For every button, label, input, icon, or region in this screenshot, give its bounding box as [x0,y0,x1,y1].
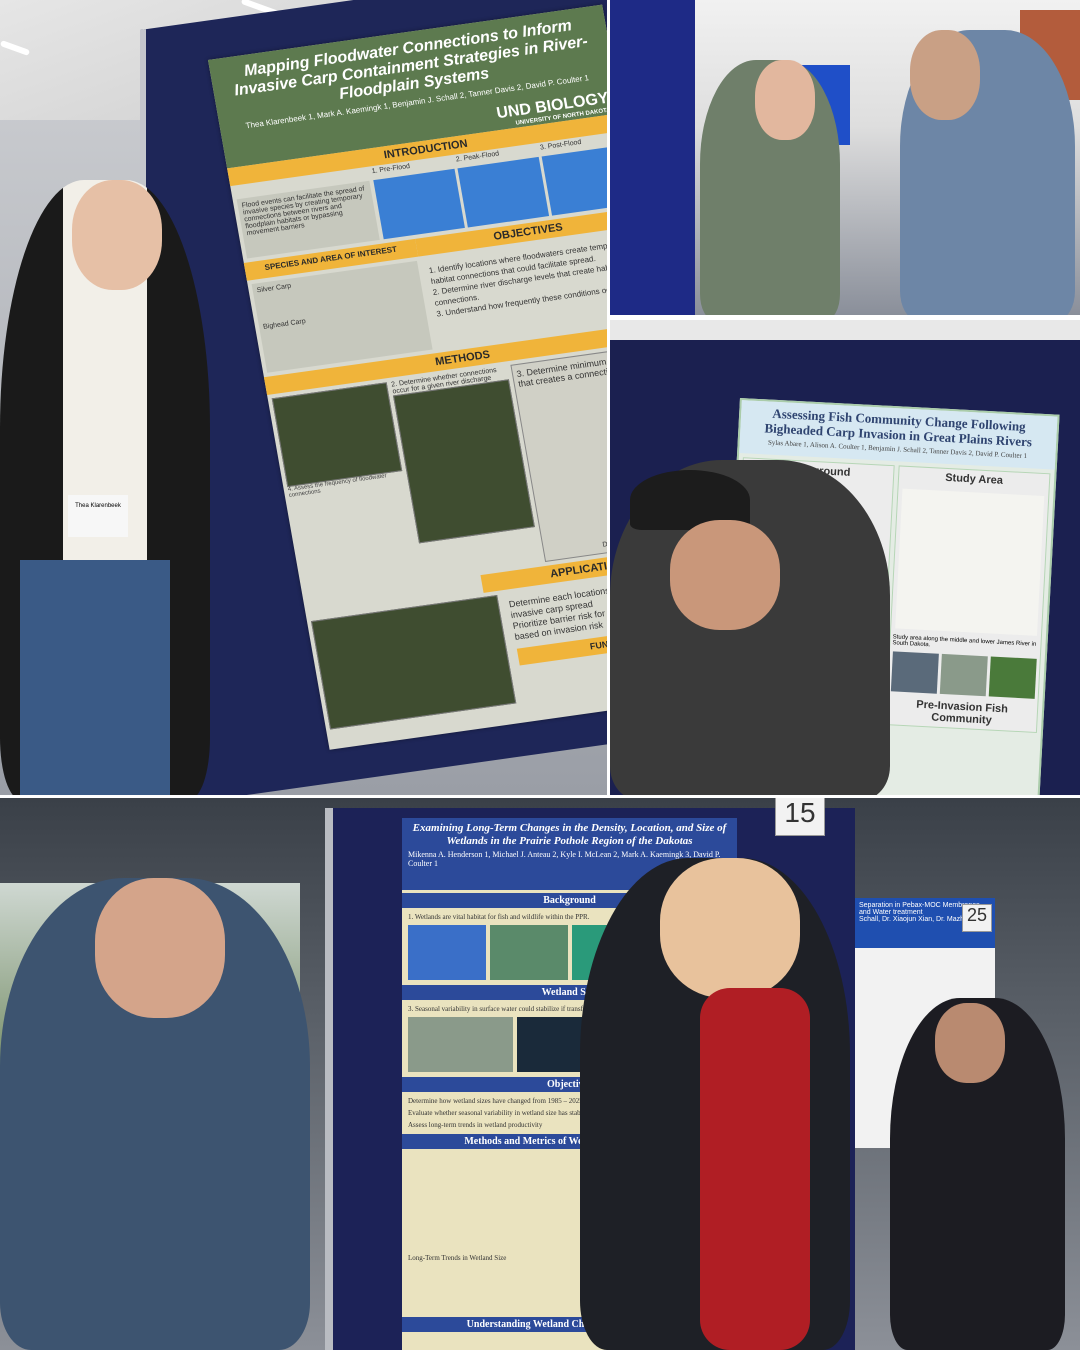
section-pre-invasion: Pre-Invasion Fish Community [916,698,1009,727]
attendee-face [670,520,780,630]
flood-stage: 1. Pre-Flood [371,163,465,240]
board-number-25: 25 [962,904,992,932]
risk-map [311,594,517,730]
study-area-map [895,488,1045,636]
photo-panel-wetlands: 15 Examining Long-Term Changes in the De… [0,798,1080,1350]
landsat-map [271,382,403,488]
poster-authors: Mikenna A. Henderson 1, Michael J. Antea… [408,850,721,868]
attendee-face [910,30,980,120]
connection-map [393,379,535,544]
section-study-area: Study Area [944,471,1004,487]
applications-list: Determine each locations relative risk o… [501,567,607,703]
poster-board-edge [610,0,695,315]
photo-panel-discussion [610,0,1080,315]
ceiling-strip [610,320,1080,340]
presenter-face [72,180,162,290]
photo-panel-fish-community: Assessing Fish Community Change Followin… [610,320,1080,795]
attendee-head [935,1003,1005,1083]
board-number: 15 [775,798,825,836]
species-map: Silver Carp Bighead Carp [251,260,433,373]
attendee-face [755,60,815,140]
jeans [20,560,170,795]
name-badge: Thea Klarenbeek [68,495,128,537]
attendee-face [95,878,225,1018]
flood-stage: 3. Post-Flood [540,139,607,216]
poster-header: Examining Long-Term Changes in the Densi… [402,818,737,890]
flood-stage: 2. Peak-Flood [455,150,550,228]
attendee-face [660,858,800,998]
photo-panel-carp-floodwater: Mapping Floodwater Connections to Inform… [0,0,607,795]
red-sleeve [700,988,810,1350]
poster-title: Examining Long-Term Changes in the Densi… [412,822,727,847]
